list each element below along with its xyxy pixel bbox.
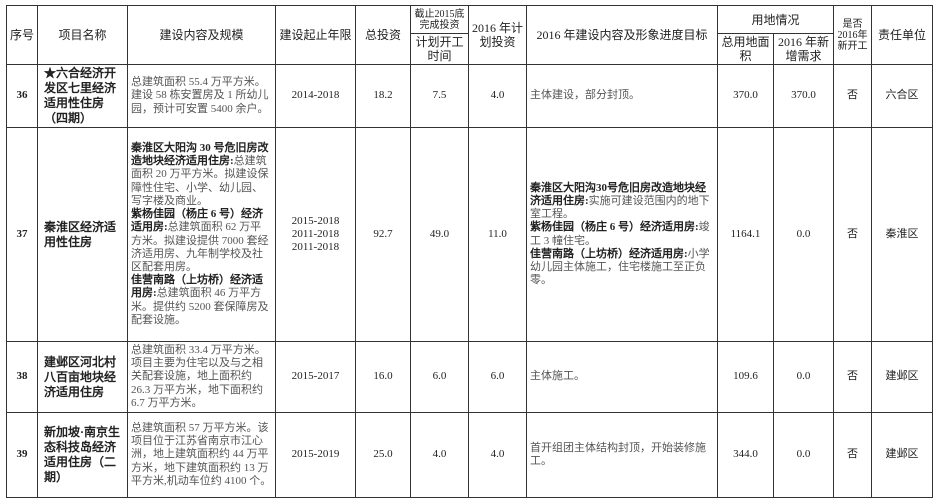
row-land-new: 370.0 (772, 64, 835, 128)
header-plan-2016: 2016 年计划投资 (468, 5, 527, 65)
row-content: 秦淮区大阳沟 30 号危旧房改造地块经济适用住房:总建筑面积 20 万平方米。拟… (127, 127, 276, 342)
header-name: 项目名称 (37, 5, 128, 65)
content-subtitle: 秦淮区大阳沟 30 号危旧房改造地块经济适用住房: (131, 142, 269, 168)
header-planned-start: 计划开工时间 (410, 33, 469, 65)
row-period: 2015-2019 (275, 412, 356, 498)
period-line: 2011-2018 (291, 227, 340, 240)
header-content: 建设内容及规模 (127, 5, 276, 65)
project-table: 序号 项目名称 建设内容及规模 建设起止年限 总投资 截止2015底完成投资 2… (6, 5, 934, 498)
row-completed: 7.5 (410, 64, 469, 128)
row-land-total: 1164.1 (717, 127, 774, 342)
row-land-total: 109.6 (717, 341, 774, 413)
row-period: 2015-2018 2011-2018 2011-2018 (275, 127, 356, 342)
row-goal: 主体建设，部分封顶。 (526, 64, 718, 128)
header-period: 建设起止年限 (275, 5, 356, 65)
header-unit: 责任单位 (871, 5, 934, 65)
row-plan-2016: 4.0 (468, 412, 527, 498)
table-row: 37 秦淮区经济适用性住房 秦淮区大阳沟 30 号危旧房改造地块经济适用住房:总… (6, 127, 934, 342)
row-land-total: 344.0 (717, 412, 774, 498)
row-goal: 首开组团主体结构封顶，开始装修施工。 (526, 412, 718, 498)
row-total: 25.0 (355, 412, 411, 498)
header-seq: 序号 (6, 5, 38, 65)
row-completed: 4.0 (410, 412, 469, 498)
row-unit: 秦淮区 (871, 127, 934, 342)
row-period: 2014-2018 (275, 64, 356, 128)
table-row: 36 ★六合经济开发区七里经济适用性住房（四期） 总建筑面积 55.4 万平方米… (6, 64, 934, 128)
period-line: 2011-2018 (291, 241, 340, 254)
header-new-start: 是否2016年新开工 (833, 5, 873, 65)
table-row: 39 新加坡·南京生态科技岛经济适用住房（二期） 总建筑面积 57 万平方米。该… (6, 412, 934, 498)
row-plan-2016: 11.0 (468, 127, 527, 342)
row-unit: 建邺区 (871, 341, 934, 413)
table-row: 38 建邺区河北村八百亩地块经济适用住房 总建筑面积 33.4 万平方米。项目主… (6, 341, 934, 413)
row-new-start: 否 (833, 64, 873, 128)
row-completed: 6.0 (410, 341, 469, 413)
row-land-new: 0.0 (772, 412, 835, 498)
row-name: 新加坡·南京生态科技岛经济适用住房（二期） (37, 412, 128, 498)
row-new-start: 否 (833, 127, 873, 342)
content-text: 总建筑面积 20 万平方米。拟建设保障性住宅、小学、幼儿园、写字楼及商业。 (131, 155, 269, 207)
row-seq: 36 (6, 64, 38, 128)
row-name: 建邺区河北村八百亩地块经济适用住房 (37, 341, 128, 413)
row-completed: 49.0 (410, 127, 469, 342)
goal-text: 竣工 3 幢住宅。 (530, 221, 710, 247)
header-completed-2015: 截止2015底完成投资 (410, 5, 469, 34)
row-total: 18.2 (355, 64, 411, 128)
row-land-total: 370.0 (717, 64, 774, 128)
row-content: 总建筑面积 33.4 万平方米。项目主要为住宅以及与之相关配套设施，地上面积约 … (127, 341, 276, 413)
content-subtitle: 紫杨佳园（杨庄 6 号）经济适用房: (131, 208, 263, 234)
header-goal-2016: 2016 年建设内容及形象进度目标 (526, 5, 718, 65)
goal-text: 小学幼儿园主体施工，住宅楼施工至正负零。 (530, 247, 710, 287)
goal-text: 实施可建设范围内的地下室工程。 (530, 194, 710, 221)
goal-subtitle: 紫杨佳园（杨庄 6 号）经济适用房: (530, 221, 699, 234)
header-subrow: 计划开工时间 总用地面积 2016 年新增需求 (7, 33, 933, 65)
content-text: 总建筑面积 62 万平方米。拟建设提供 7000 套经济适用房、九年制学校及社区… (131, 221, 269, 273)
header-land-total: 总用地面积 (717, 33, 774, 65)
content-subtitle: 佳营南路（上坊桥）经济适用房: (131, 274, 263, 300)
row-new-start: 否 (833, 412, 873, 498)
row-content: 总建筑面积 55.4 万平方米。建设 58 栋安置房及 1 所幼儿园，预计可安置… (127, 64, 276, 128)
row-goal: 主体施工。 (526, 341, 718, 413)
row-content: 总建筑面积 57 万平方米。该项目位于江苏省南京市江心洲，地上建筑面积约 44 … (127, 412, 276, 498)
header-land: 用地情况 (716, 5, 835, 34)
goal-subtitle: 秦淮区大阳沟30号危旧房改造地块经济适用住房: (530, 181, 706, 207)
header-total-investment: 总投资 (355, 5, 411, 65)
row-unit: 建邺区 (871, 412, 934, 498)
period-line: 2015-2018 (291, 214, 340, 227)
row-plan-2016: 4.0 (468, 64, 527, 128)
row-land-new: 0.0 (772, 341, 835, 413)
row-plan-2016: 6.0 (468, 341, 527, 413)
row-total: 16.0 (355, 341, 411, 413)
row-goal: 秦淮区大阳沟30号危旧房改造地块经济适用住房:实施可建设范围内的地下室工程。 紫… (526, 127, 718, 342)
row-seq: 37 (6, 127, 38, 342)
row-unit: 六合区 (871, 64, 934, 128)
row-land-new: 0.0 (772, 127, 835, 342)
row-name: ★六合经济开发区七里经济适用性住房（四期） (37, 64, 128, 128)
header-row: 序号 项目名称 建设内容及规模 建设起止年限 总投资 截止2015底完成投资 2… (6, 5, 934, 65)
row-period: 2015-2017 (275, 341, 356, 413)
row-total: 92.7 (355, 127, 411, 342)
row-seq: 38 (6, 341, 38, 413)
content-text: 总建筑面积 46 万平方米。提供约 5200 套保障房及配套设施。 (131, 287, 269, 326)
header-land-new: 2016 年新增需求 (772, 33, 835, 65)
row-seq: 39 (6, 412, 38, 498)
goal-subtitle: 佳营南路（上坊桥）经济适用房: (530, 247, 688, 260)
row-new-start: 否 (833, 341, 873, 413)
row-name: 秦淮区经济适用性住房 (37, 127, 128, 342)
